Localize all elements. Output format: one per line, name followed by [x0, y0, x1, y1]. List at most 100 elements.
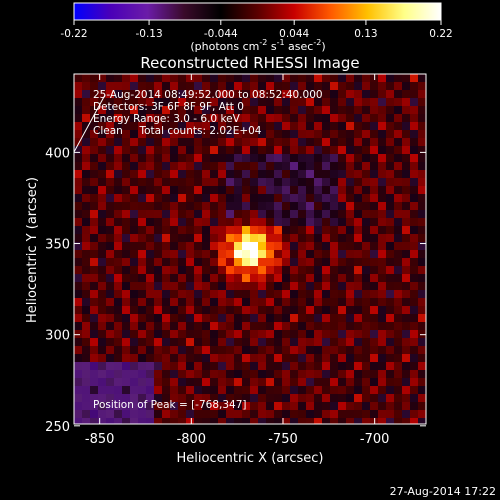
heatmap-cell: [178, 210, 187, 219]
heatmap-cell: [322, 418, 331, 424]
heatmap-cell: [258, 202, 267, 211]
heatmap-cell: [178, 242, 187, 251]
heatmap-cell: [194, 250, 203, 259]
heatmap-cell: [274, 170, 283, 179]
heatmap-cell: [410, 274, 419, 283]
heatmap-cell: [290, 90, 299, 99]
heatmap-cell: [290, 234, 299, 243]
heatmap-cell: [194, 378, 203, 387]
heatmap-cell: [250, 418, 259, 424]
heatmap-cell: [418, 162, 426, 171]
heatmap-cell: [362, 98, 371, 107]
heatmap-cell: [98, 354, 107, 363]
heatmap-cell: [234, 186, 243, 195]
heatmap-cell: [314, 194, 323, 203]
heatmap-cell: [418, 362, 426, 371]
heatmap-cell: [218, 258, 227, 267]
heatmap-cell: [290, 202, 299, 211]
heatmap-cell: [210, 274, 219, 283]
heatmap-cell: [210, 114, 219, 123]
heatmap-cell: [74, 306, 83, 315]
heatmap-cell: [274, 242, 283, 251]
heatmap-cell: [266, 362, 275, 371]
heatmap-cell: [346, 122, 355, 131]
heatmap-cell: [386, 250, 395, 259]
heatmap-cell: [122, 74, 131, 83]
heatmap-cell: [410, 226, 419, 235]
colorbar-gradient: [73, 2, 442, 21]
heatmap-cell: [122, 418, 131, 424]
heatmap-cell: [90, 394, 99, 403]
heatmap-cell: [130, 274, 139, 283]
heatmap-cell: [234, 138, 243, 147]
heatmap-cell: [210, 138, 219, 147]
heatmap-cell: [306, 298, 315, 307]
heatmap-cell: [122, 82, 131, 91]
heatmap-cell: [266, 330, 275, 339]
heatmap-cell: [130, 202, 139, 211]
heatmap-cell: [338, 154, 347, 163]
heatmap-cell: [178, 338, 187, 347]
heatmap-cell: [274, 418, 283, 424]
heatmap-cell: [210, 250, 219, 259]
heatmap-cell: [418, 218, 426, 227]
heatmap-cell: [106, 226, 115, 235]
heatmap-cell: [322, 306, 331, 315]
heatmap-cell: [170, 314, 179, 323]
heatmap-cell: [106, 90, 115, 99]
heatmap-cell: [202, 370, 211, 379]
heatmap-cell: [90, 170, 99, 179]
heatmap-cell: [98, 162, 107, 171]
heatmap-cell: [98, 226, 107, 235]
heatmap-cell: [234, 82, 243, 91]
colorbar-tick-label: 0.044: [279, 28, 309, 40]
heatmap-cell: [146, 114, 155, 123]
heatmap-cell: [394, 242, 403, 251]
heatmap-cell: [306, 250, 315, 259]
heatmap-cell: [154, 170, 163, 179]
heatmap-cell: [242, 338, 251, 347]
heatmap-cell: [82, 258, 91, 267]
heatmap-cell: [162, 370, 171, 379]
heatmap-cell: [122, 354, 131, 363]
heatmap-cell: [322, 170, 331, 179]
heatmap-cell: [82, 90, 91, 99]
heatmap-cell: [154, 90, 163, 99]
heatmap-cell: [290, 298, 299, 307]
heatmap-cell: [386, 98, 395, 107]
heatmap-cell: [202, 402, 211, 411]
heatmap-cell: [194, 210, 203, 219]
heatmap-cell: [290, 386, 299, 395]
heatmap-cell: [338, 330, 347, 339]
heatmap-cell: [298, 242, 307, 251]
heatmap-cell: [410, 418, 419, 424]
heatmap-cell: [338, 122, 347, 131]
heatmap-cell: [234, 130, 243, 139]
heatmap-cell: [322, 138, 331, 147]
heatmap-cell: [234, 330, 243, 339]
heatmap-cell: [154, 330, 163, 339]
heatmap-cell: [362, 122, 371, 131]
heatmap-cell: [418, 418, 426, 424]
heatmap-cell: [186, 194, 195, 203]
heatmap-cell: [298, 106, 307, 115]
heatmap-cell: [290, 170, 299, 179]
heatmap-cell: [226, 90, 235, 99]
heatmap-cell: [178, 346, 187, 355]
heatmap-cell: [146, 298, 155, 307]
heatmap-cell: [194, 330, 203, 339]
heatmap-cell: [330, 250, 339, 259]
heatmap-cell: [250, 130, 259, 139]
heatmap-cell: [386, 298, 395, 307]
heatmap-cell: [98, 282, 107, 291]
heatmap-cell: [418, 378, 426, 387]
heatmap-cell: [322, 194, 331, 203]
heatmap-cell: [234, 266, 243, 275]
y-tick-label: 300: [45, 329, 70, 344]
heatmap-cell: [106, 282, 115, 291]
heatmap-cell: [258, 354, 267, 363]
heatmap-cell: [242, 394, 251, 403]
heatmap-cell: [146, 202, 155, 211]
heatmap-cell: [290, 354, 299, 363]
heatmap-cell: [322, 162, 331, 171]
